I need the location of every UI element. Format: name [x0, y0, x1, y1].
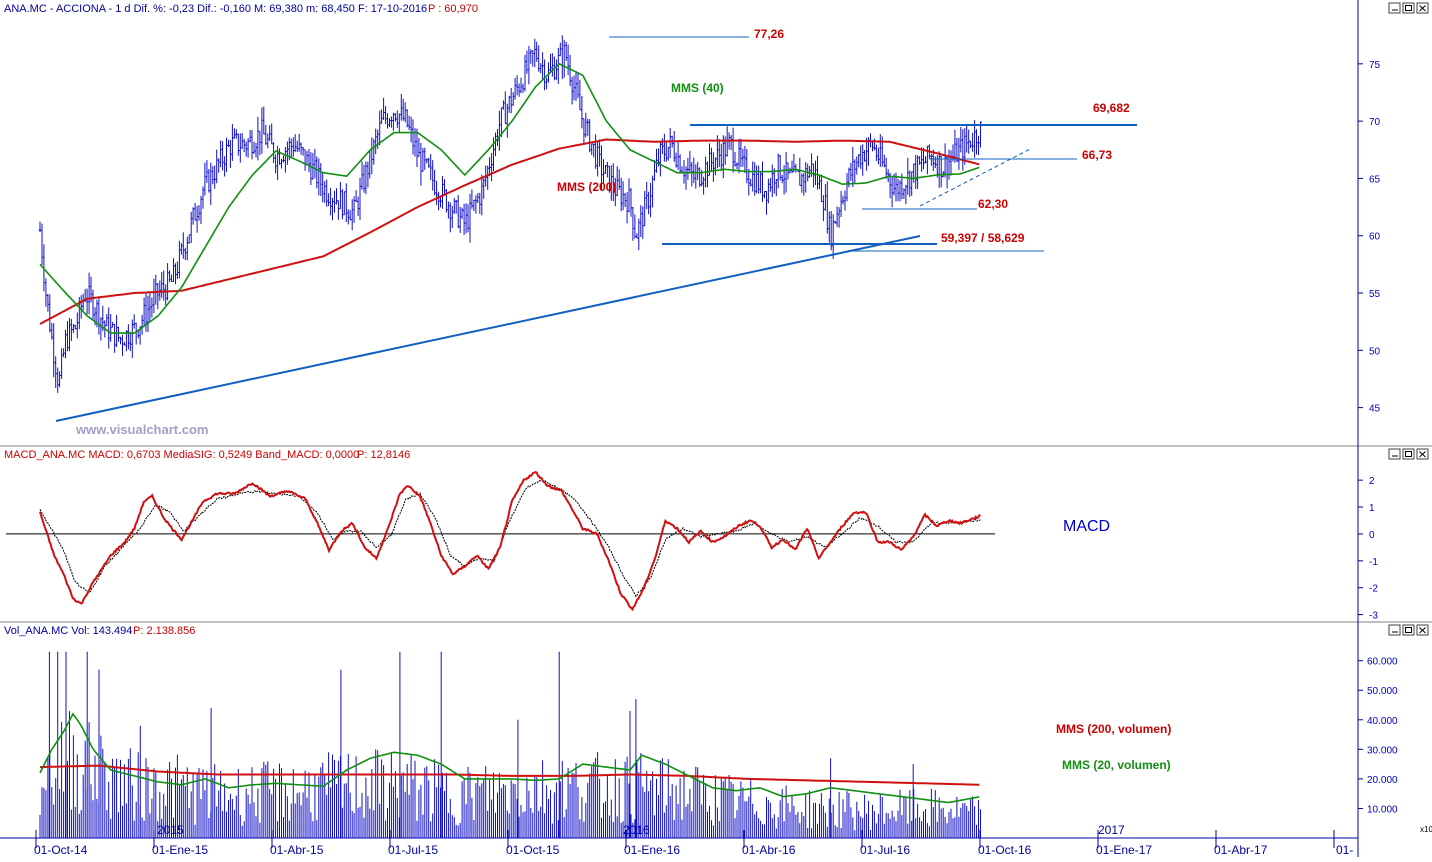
- label-6673: 66,73: [1082, 148, 1112, 162]
- macd-ytick-label: 0: [1369, 530, 1375, 541]
- volume-bars-path: [39, 651, 981, 838]
- ma40-path: [39, 62, 980, 334]
- label-6230: 62,30: [978, 197, 1008, 211]
- volume-ma20-line: [39, 712, 980, 804]
- macd-title: MACD: [1063, 518, 1110, 535]
- volume-ytick-label: 40.000: [1367, 716, 1398, 727]
- price-ytick-label: 60: [1369, 232, 1381, 243]
- x-tick-label: 01-Abr-17: [1214, 843, 1268, 857]
- volume-y-axis: 10.000 20.000 30.000 40.000 50.000 60.000: [1358, 657, 1398, 815]
- macd-header: MACD_ANA.MC MACD: 0,6703 MediaSIG: 0,524…: [4, 449, 359, 461]
- volume-ma200-path: [39, 764, 980, 786]
- x-tick-label: 01-: [1336, 843, 1353, 857]
- macd-minimize-button[interactable]: [1388, 448, 1401, 460]
- x-tick-label: 01-Oct-16: [978, 843, 1032, 857]
- x-tick-label: 01-Jul-15: [388, 843, 438, 857]
- macd-ytick-label: 2: [1369, 476, 1375, 487]
- volume-header-p: P: 2.138.856: [133, 625, 195, 637]
- macd-ytick-label: -3: [1369, 611, 1378, 622]
- year-label-2015: 2015: [157, 823, 184, 837]
- year-label-2016: 2016: [623, 823, 650, 837]
- volume-bars: [39, 651, 981, 838]
- volume-panel-controls: [1388, 624, 1429, 636]
- price-ytick-label: 50: [1369, 346, 1381, 357]
- x-tick-label: 01-Abr-16: [742, 843, 796, 857]
- price-y-axis: 45 50 55 60 65 70 75: [1358, 60, 1381, 415]
- macd-ytick-label: -1: [1369, 557, 1378, 568]
- long-term-trendline: [55, 235, 921, 422]
- price-minimize-button[interactable]: [1388, 2, 1401, 14]
- macd-maximize-button[interactable]: [1402, 448, 1415, 460]
- x-axis: 01-Oct-14 01-Ene-15 01-Abr-15 01-Jul-15 01-O…: [34, 830, 1353, 857]
- label-vol-mms200: MMS (200, volumen): [1056, 722, 1171, 736]
- trend-lines: [55, 36, 1137, 422]
- ma40-line: [39, 62, 980, 334]
- price-ytick-label: 70: [1369, 117, 1381, 128]
- volume-header: Vol_ANA.MC Vol: 143.494: [4, 625, 132, 637]
- price-maximize-button[interactable]: [1402, 2, 1415, 14]
- macd-path: [39, 470, 981, 612]
- x-tick-label: 01-Ene-15: [152, 843, 208, 857]
- volume-ytick-label: 10.000: [1367, 804, 1398, 815]
- x-tick-label: 01-Ene-16: [624, 843, 680, 857]
- x-tick-label: 01-Abr-15: [270, 843, 324, 857]
- macd-panel-controls: [1388, 448, 1429, 460]
- macd-y-axis: -3 -2 -1 0 1 2: [1358, 476, 1378, 622]
- label-mms200: MMS (200): [557, 180, 616, 194]
- volume-ytick-label: 60.000: [1367, 657, 1398, 668]
- volume-ma200-line: [39, 764, 980, 786]
- volume-maximize-button[interactable]: [1402, 624, 1415, 636]
- macd-ytick-label: 1: [1369, 503, 1375, 514]
- label-vol-mms20: MMS (20, volumen): [1062, 758, 1171, 772]
- year-label-2017: 2017: [1098, 823, 1125, 837]
- price-ytick-label: 65: [1369, 174, 1381, 185]
- volume-ytick-label: 30.000: [1367, 745, 1398, 756]
- watermark: www.visualchart.com: [75, 422, 208, 437]
- x-tick-label: 01-Oct-14: [34, 843, 88, 857]
- macd-signal-path: [39, 480, 981, 598]
- label-7726: 77,26: [754, 27, 784, 41]
- macd-line: [39, 470, 981, 612]
- scale-note: x10: [1420, 825, 1432, 834]
- macd-signal-line: [39, 480, 981, 598]
- x-tick-label: 01-Oct-15: [506, 843, 560, 857]
- label-69682: 69,682: [1093, 101, 1130, 115]
- price-ytick-label: 45: [1369, 404, 1381, 415]
- volume-ytick-label: 20.000: [1367, 775, 1398, 786]
- ma200-path: [39, 138, 980, 325]
- short-term-trendline: [919, 147, 1033, 207]
- macd-ytick-label: -2: [1369, 584, 1378, 595]
- volume-ytick-label: 50.000: [1367, 686, 1398, 697]
- price-ytick-label: 75: [1369, 60, 1381, 71]
- macd-header-p: P: 12,8146: [357, 449, 410, 461]
- x-tick-label: 01-Jul-16: [860, 843, 910, 857]
- price-panel-controls: [1388, 2, 1429, 14]
- ma200-line: [39, 138, 980, 325]
- volume-ma20-path: [39, 712, 980, 804]
- price-header: ANA.MC - ACCIONA - 1 d Dif. %: -0,23 Dif…: [4, 3, 427, 15]
- label-59397: 59,397 / 58,629: [941, 231, 1025, 245]
- label-mms40: MMS (40): [671, 81, 724, 95]
- volume-minimize-button[interactable]: [1388, 624, 1401, 636]
- price-ytick-label: 55: [1369, 289, 1381, 300]
- x-tick-label: 01-Ene-17: [1096, 843, 1152, 857]
- price-header-p: P : 60,970: [428, 3, 478, 15]
